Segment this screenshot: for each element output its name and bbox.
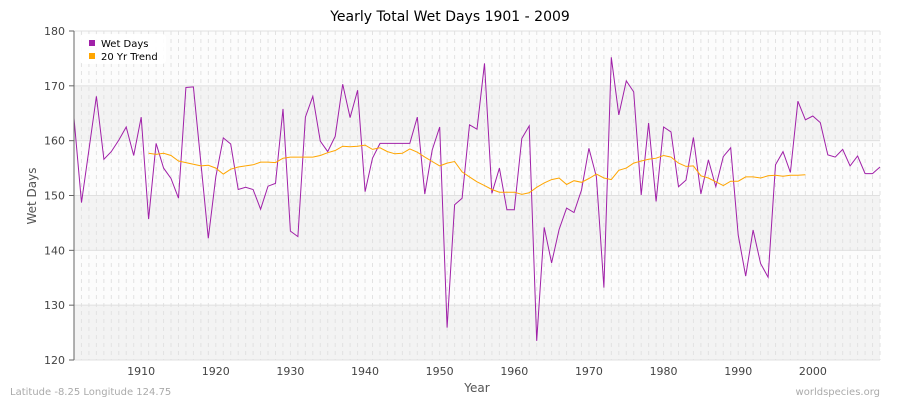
x-tick-label: 1970: [575, 365, 603, 378]
x-tick-label: 1960: [500, 365, 528, 378]
y-tick-label: 180: [44, 25, 65, 38]
x-tick-label: 1950: [426, 365, 454, 378]
chart-title: Yearly Total Wet Days 1901 - 2009: [329, 9, 570, 25]
x-axis-ticks: 1910 1920 1930 1940 1950 1960 1970 1980 1990 2000: [127, 365, 827, 378]
legend-swatch-trend: [89, 53, 95, 59]
y-tick-label: 140: [44, 244, 65, 257]
y-tick-label: 120: [44, 354, 65, 367]
x-tick-label: 1920: [202, 365, 230, 378]
horizontal-grid: [74, 30, 880, 361]
y-tick-label: 160: [44, 135, 65, 148]
x-tick-label: 1980: [650, 365, 678, 378]
x-tick-label: 1940: [351, 365, 379, 378]
y-axis-label: Wet Days: [25, 167, 39, 224]
x-tick-label: 1910: [127, 365, 155, 378]
legend-swatch-wet-days: [89, 40, 95, 46]
y-tick-label: 170: [44, 80, 65, 93]
y-axis-ticks: 120 130 140 150 160 170 180: [44, 25, 74, 367]
y-tick-label: 150: [44, 190, 65, 203]
trend-line: [148, 144, 806, 195]
legend-label-wet-days: Wet Days: [101, 39, 149, 50]
x-tick-label: 1990: [724, 365, 752, 378]
legend-label-trend: 20 Yr Trend: [101, 52, 158, 63]
x-tick-label: 1930: [276, 365, 304, 378]
footer-source: worldspecies.org: [796, 387, 880, 398]
y-tick-label: 130: [44, 299, 65, 312]
x-axis-label: Year: [463, 381, 489, 395]
wet-days-line: [73, 57, 881, 341]
legend-box: [80, 34, 166, 64]
legend: Wet Days 20 Yr Trend: [80, 34, 166, 64]
series-lines: [73, 57, 881, 341]
footer-location: Latitude -8.25 Longitude 124.75: [10, 387, 171, 398]
x-tick-label: 2000: [799, 365, 827, 378]
